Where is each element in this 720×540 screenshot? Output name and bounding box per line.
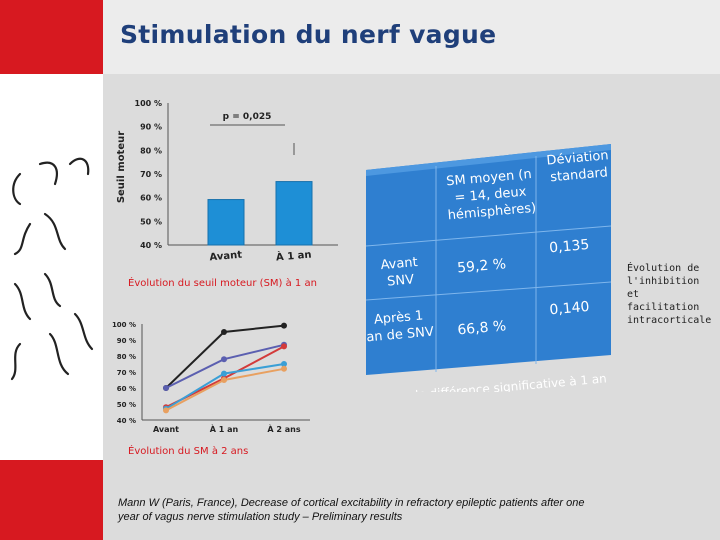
chart1-ytick-label: 70 %	[140, 170, 162, 179]
chart2-ytick-label: 100 %	[112, 321, 136, 329]
motor-threshold-line-chart: 100 % 90 % 80 % 70 % 60 % 50 % 40 % Avant À 1 a…	[112, 321, 310, 434]
title-bar	[103, 0, 720, 74]
chart1-ytick-label: 90 %	[140, 123, 162, 132]
chart2-ytick-label: 90 %	[117, 337, 136, 345]
page-title: Stimulation du nerf vague	[120, 20, 497, 49]
chart2-point	[221, 356, 227, 363]
chart1-ytick-label: 50 %	[140, 217, 162, 226]
chart1-ytick-label: 80 %	[140, 146, 162, 155]
chart2-point	[281, 361, 287, 367]
chart1-ytick-label: 60 %	[140, 194, 162, 203]
table-row-label: Après 1 an de SNV	[365, 308, 435, 346]
chart2-ytick-label: 50 %	[117, 401, 136, 409]
table-cell-sd: 0,135	[549, 237, 590, 256]
table-background	[366, 144, 611, 375]
chart2-ytick-label: 60 %	[117, 385, 136, 393]
chart2-ytick-label: 80 %	[117, 353, 136, 361]
chart1-bar	[207, 199, 245, 246]
chart2-x-label: Avant	[153, 425, 179, 434]
table-cell-mean: 59,2 %	[457, 256, 507, 276]
chart1-ylabel: Seuil moteur	[116, 131, 127, 203]
chart1-x-label: Avant	[209, 250, 243, 264]
pvalue-annotation: p = 0,025	[223, 112, 272, 122]
chart2-x-label: À 1 an	[210, 423, 239, 434]
stick-figures-illustration	[10, 157, 94, 381]
chart2-point	[163, 407, 169, 414]
motor-threshold-bar-chart: Seuil moteur 100 % 90 % 80 % 70 % 60 % 50 % 40…	[116, 99, 338, 264]
chart1-caption: Évolution du seuil moteur (SM) à 1 an	[128, 278, 317, 289]
chart2-point	[221, 329, 227, 335]
chart1-x-label: À 1 an	[275, 247, 312, 263]
table-footnote: Pas de différence significative à 1 an	[386, 371, 607, 392]
chart2-point	[281, 343, 287, 350]
chart1-ytick-label: 40 %	[140, 241, 162, 250]
left-red-band-bottom	[0, 460, 103, 540]
table-row-label: Avant SNV	[379, 254, 419, 290]
left-decoration	[0, 74, 103, 460]
chart2-point	[281, 365, 287, 372]
side-note: Évolution de l'inhibition et facilitatio…	[627, 263, 712, 326]
table-header-sd: Déviation standard	[545, 148, 610, 186]
table-cell-mean: 66,8 %	[457, 318, 507, 338]
chart2-ytick-label: 40 %	[117, 417, 136, 425]
chart1-ytick-label: 100 %	[135, 99, 163, 108]
table-header-mean: SM moyen (n = 14, deux hémisphères)	[445, 166, 537, 224]
chart2-point	[281, 322, 287, 329]
left-red-band-top	[0, 0, 103, 74]
chart2-point	[221, 377, 227, 383]
chart2-caption: Évolution du SM à 2 ans	[128, 446, 249, 457]
chart2-ytick-label: 70 %	[117, 369, 136, 377]
chart2-point	[163, 385, 169, 391]
stats-table: SM moyen (n = 14, deux hémisphères) Dévi…	[365, 144, 612, 392]
table-cell-sd: 0,140	[549, 299, 590, 318]
chart2-point	[221, 370, 227, 377]
chart2-x-label: À 2 ans	[267, 423, 300, 434]
citation: Mann W (Paris, France), Decrease of cort…	[118, 497, 585, 523]
chart1-bar	[275, 181, 313, 246]
